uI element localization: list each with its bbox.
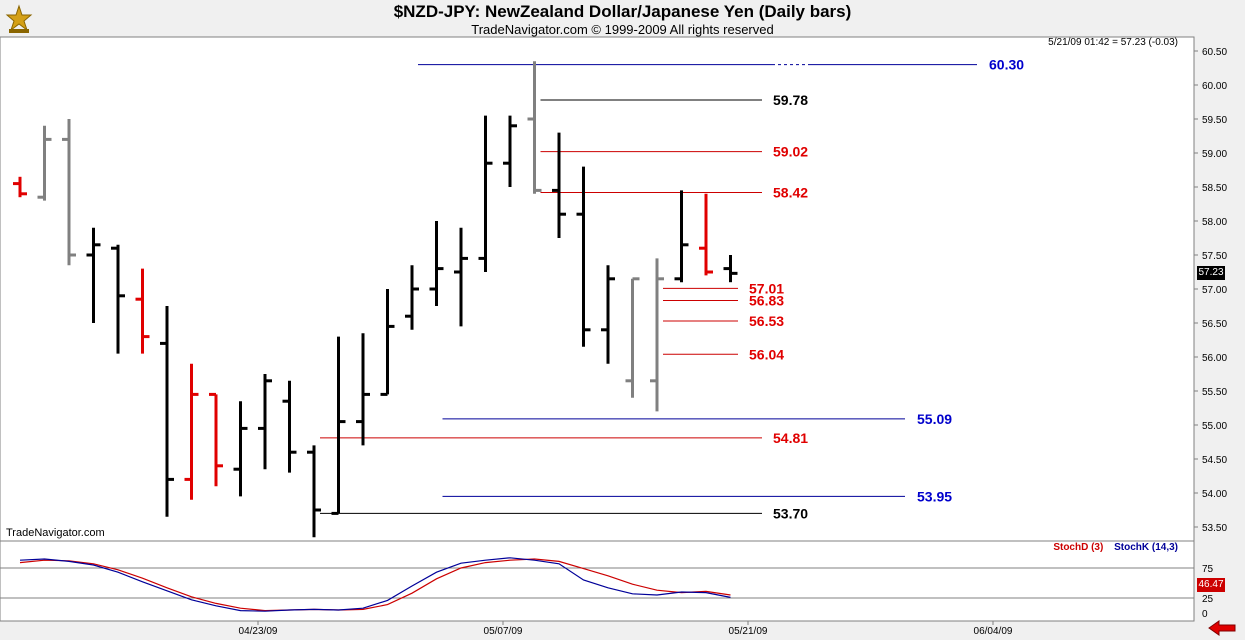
ohlc-bar: [650, 258, 664, 412]
level-label: 58.42: [773, 184, 808, 200]
ohlc-bar: [405, 265, 419, 330]
ohlc-bar: [331, 336, 346, 515]
stoch-tick-label: 75: [1202, 564, 1214, 575]
ohlc-bar: [282, 380, 297, 473]
ohlc-bar: [209, 392, 223, 487]
stoch-tick-label: 0: [1202, 609, 1208, 620]
price-tick-label: 53.50: [1202, 523, 1227, 534]
price-tick-label: 56.00: [1202, 353, 1227, 364]
level-label: 56.53: [749, 313, 784, 329]
price-tick-label: 60.50: [1202, 47, 1227, 58]
price-tick-label: 57.50: [1202, 251, 1227, 262]
price-tick-label: 57.00: [1202, 285, 1227, 296]
ohlc-bar: [135, 268, 150, 354]
price-plot-area: [0, 36, 1195, 542]
ohlc-bar: [429, 221, 444, 306]
stoch-plot-area: [0, 540, 1195, 622]
price-tick-label: 58.00: [1202, 217, 1227, 228]
ohlc-bar: [86, 227, 101, 323]
ohlc-bar: [160, 306, 174, 517]
date-tick-label: 06/04/09: [974, 626, 1013, 637]
price-tick-label: 54.50: [1202, 455, 1227, 466]
ohlc-bar: [674, 190, 689, 283]
ohlc-bar: [601, 265, 615, 364]
ohlc-bar: [62, 119, 76, 266]
stoch-tick-label: 25: [1202, 594, 1214, 605]
trade-navigator-logo-icon[interactable]: [3, 3, 35, 35]
stoch-k-legend: StochK (14,3): [1114, 542, 1178, 553]
ohlc-bar: [454, 227, 468, 327]
level-label: 55.09: [917, 411, 952, 427]
level-label: 59.02: [773, 144, 808, 160]
stoch-d-legend: StochD (3): [1053, 542, 1104, 553]
level-label: 56.04: [749, 346, 784, 362]
date-tick-label: 05/21/09: [729, 626, 768, 637]
price-tick-label: 60.00: [1202, 81, 1227, 92]
last-stoch-label: 46.47: [1197, 578, 1225, 592]
ohlc-bar: [258, 374, 272, 470]
ohlc-bar: [576, 166, 591, 347]
scroll-left-arrow-icon[interactable]: [1207, 620, 1237, 636]
price-tick-label: 56.50: [1202, 319, 1227, 330]
price-tick-label: 55.50: [1202, 387, 1227, 398]
ohlc-bar: [552, 132, 566, 238]
ohlc-bar: [37, 125, 52, 201]
ohlc-bar: [723, 255, 738, 283]
ohlc-bar: [380, 289, 395, 396]
ohlc-bar: [527, 61, 542, 194]
level-label: 53.95: [917, 488, 952, 504]
watermark: TradeNavigator.com: [6, 527, 105, 539]
level-label: 57.01: [749, 280, 784, 296]
ohlc-bar: [356, 333, 370, 446]
level-label: 54.81: [773, 430, 808, 446]
price-tick-label: 58.50: [1202, 183, 1227, 194]
ohlc-bar: [13, 176, 27, 198]
price-tick-label: 55.00: [1202, 421, 1227, 432]
level-label: 59.78: [773, 92, 808, 108]
chart-title: $NZD-JPY: NewZealand Dollar/Japanese Yen…: [393, 2, 852, 21]
stoch-k-line: [19, 557, 731, 612]
ohlc-bar: [111, 244, 125, 354]
level-label: 60.30: [989, 57, 1024, 73]
price-tick-label: 59.50: [1202, 115, 1227, 126]
ohlc-bar: [699, 193, 713, 276]
last-quote: 5/21/09 01:42 = 57.23 (-0.03): [1048, 37, 1178, 48]
ohlc-bar: [233, 401, 248, 497]
stoch-legend: StochD (3) StochK (14,3): [1053, 542, 1178, 553]
date-tick-label: 05/07/09: [484, 626, 523, 637]
date-tick-label: 04/23/09: [239, 626, 278, 637]
chart-subtitle: TradeNavigator.com © 1999-2009 All right…: [471, 22, 774, 37]
stoch-d-line: [19, 558, 731, 612]
ohlc-bar: [478, 115, 493, 272]
ohlc-bar: [625, 277, 640, 398]
ohlc-bar: [184, 363, 199, 500]
level-label: 53.70: [773, 505, 808, 521]
ohlc-bar: [503, 115, 517, 187]
price-tick-label: 59.00: [1202, 149, 1227, 160]
last-price-label: 57.23: [1197, 266, 1225, 280]
level-label: 56.83: [749, 293, 784, 309]
price-tick-label: 54.00: [1202, 489, 1227, 500]
ohlc-bar: [307, 445, 321, 538]
